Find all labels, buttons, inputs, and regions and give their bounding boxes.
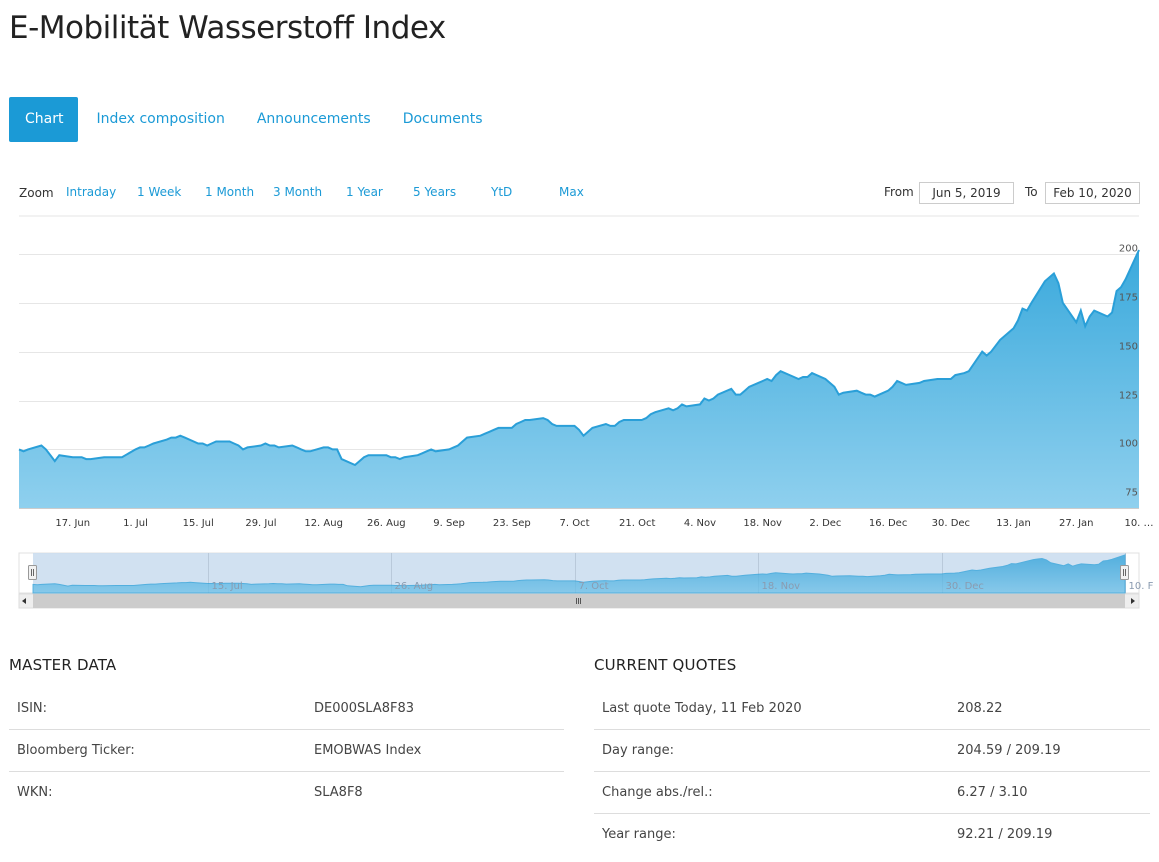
tab-documents[interactable]: Documents	[402, 111, 483, 127]
table-cell-label: Bloomberg Ticker:	[9, 729, 306, 772]
price-chart: 75 100 125 150 175 200 17. Jun 1. Jul 15. Jul 29…	[18, 215, 1154, 609]
table-row: Last quote Today, 11 Feb 2020 208.22	[594, 688, 1150, 730]
navigator-tick-label: 26. Aug	[395, 581, 434, 592]
y-tick-label: 150	[1119, 342, 1138, 353]
table-row: WKN: SLA8F8	[9, 772, 564, 814]
tab-announcements[interactable]: Announcements	[256, 111, 371, 127]
series-line	[18, 249, 1140, 467]
tab-chart[interactable]: Chart	[9, 97, 79, 142]
x-tick-label: 29. Jul	[245, 518, 276, 529]
zoom-intraday-button[interactable]: Intraday	[66, 185, 117, 199]
navigator-tick-label: 10. F	[1129, 581, 1154, 592]
from-label: From	[884, 185, 914, 199]
x-tick-label: 13. Jan	[996, 518, 1031, 529]
zoom-max-button[interactable]: Max	[559, 185, 584, 199]
table-cell-value: 208.22	[949, 688, 1150, 730]
x-axis-labels: 17. Jun 1. Jul 15. Jul 29. Jul 12. Aug 26. Au…	[55, 518, 1153, 529]
table-cell-label: Year range:	[602, 827, 676, 842]
x-tick-label: 1. Jul	[123, 518, 148, 529]
navigator-tick-label: 15. Jul	[212, 581, 243, 592]
zoom-3-month-button[interactable]: 3 Month	[273, 185, 323, 199]
x-tick-label: 18. Nov	[743, 518, 782, 529]
x-tick-label: 17. Jun	[55, 518, 90, 529]
table-row: ISIN: DE000SLA8F83	[9, 688, 564, 730]
navigator-tick-label: 7. Oct	[579, 581, 609, 592]
navigator-left-handle[interactable]	[28, 565, 37, 580]
table-cell-label: WKN:	[17, 785, 53, 800]
to-date-input[interactable]	[1045, 182, 1140, 204]
to-label: To	[1025, 185, 1038, 199]
tab-bar: Chart Index composition Announcements Do…	[9, 97, 499, 142]
from-date-input[interactable]	[919, 182, 1014, 204]
table-cell-value: 6.27 / 3.10	[949, 771, 1150, 814]
zoom-ytd-button[interactable]: YtD	[491, 185, 513, 199]
x-tick-label: 23. Sep	[493, 518, 531, 529]
y-axis-labels: 75 100 125 150 175 200	[1119, 244, 1138, 499]
table-row: Bloomberg Ticker: EMOBWAS Index	[9, 729, 564, 772]
x-tick-label: 2. Dec	[809, 518, 841, 529]
navigator-right-handle-box[interactable]	[1120, 565, 1129, 580]
navigator-labels: 15. Jul 26. Aug 7. Oct 18. Nov 30. Dec 10. F	[212, 581, 1154, 592]
scroll-right-arrow-icon[interactable]	[1131, 598, 1135, 604]
navigator-scrollbar[interactable]	[18, 593, 1140, 609]
y-tick-label: 125	[1119, 391, 1138, 402]
x-tick-label: 27. Jan	[1059, 518, 1094, 529]
x-tick-label: 4. Nov	[684, 518, 716, 529]
x-tick-label: 10. …	[1124, 518, 1153, 529]
page-title: E-Mobilität Wasserstoff Index	[9, 10, 446, 46]
zoom-5-years-button[interactable]: 5 Years	[413, 185, 457, 199]
table-cell-label: Change abs./rel.:	[594, 771, 949, 814]
y-tick-label: 75	[1125, 488, 1138, 499]
master-data-title: MASTER DATA	[9, 656, 117, 674]
y-tick-label: 200	[1119, 244, 1138, 255]
table-cell-label: Last quote Today, 11 Feb 2020	[594, 688, 949, 730]
table-row: Day range: 204.59 / 209.19	[594, 729, 1150, 772]
master-data-table: ISIN: DE000SLA8F83 Bloomberg Ticker: EMO…	[9, 688, 564, 813]
y-tick-label: 175	[1119, 293, 1138, 304]
table-row: Year range: 92.21 / 209.19	[594, 814, 1150, 856]
table-cell-value: 92.21 / 209.19	[957, 827, 1053, 842]
x-tick-label: 9. Sep	[433, 518, 465, 529]
x-tick-label: 21. Oct	[619, 518, 655, 529]
navigator-area	[32, 554, 1126, 594]
navigator[interactable]: 15. Jul 26. Aug 7. Oct 18. Nov 30. Dec 10. F	[18, 552, 1154, 594]
x-tick-label: 26. Aug	[367, 518, 406, 529]
navigator-left-handle-box[interactable]	[28, 565, 37, 580]
zoom-1-week-button[interactable]: 1 Week	[137, 185, 182, 199]
x-tick-label: 30. Dec	[932, 518, 970, 529]
table-cell-label: ISIN:	[9, 688, 306, 730]
x-tick-label: 12. Aug	[304, 518, 343, 529]
series-area	[19, 250, 1139, 508]
navigator-tick-label: 30. Dec	[946, 581, 984, 592]
scroll-left-arrow-icon[interactable]	[22, 598, 26, 604]
tab-index-composition[interactable]: Index composition	[96, 111, 225, 127]
navigator-right-handle[interactable]	[1120, 565, 1129, 580]
table-row: Change abs./rel.: 6.27 / 3.10	[594, 771, 1150, 814]
navigator-tick-label: 18. Nov	[762, 581, 801, 592]
zoom-1-year-button[interactable]: 1 Year	[346, 185, 383, 199]
plot-area	[18, 249, 1140, 509]
x-tick-label: 16. Dec	[869, 518, 907, 529]
navigator-series-area	[32, 554, 1126, 594]
x-tick-label: 15. Jul	[183, 518, 214, 529]
zoom-1-month-button[interactable]: 1 Month	[205, 185, 255, 199]
table-cell-value: SLA8F8	[314, 785, 363, 800]
x-tick-label: 7. Oct	[560, 518, 590, 529]
table-cell-value: 204.59 / 209.19	[949, 729, 1150, 772]
table-cell-value: DE000SLA8F83	[306, 688, 564, 730]
current-quotes-table: Last quote Today, 11 Feb 2020 208.22 Day…	[594, 688, 1150, 855]
y-tick-label: 100	[1119, 439, 1138, 450]
current-quotes-title: CURRENT QUOTES	[594, 656, 737, 674]
table-cell-value: EMOBWAS Index	[306, 729, 564, 772]
table-cell-label: Day range:	[594, 729, 949, 772]
zoom-label: Zoom	[19, 186, 54, 200]
